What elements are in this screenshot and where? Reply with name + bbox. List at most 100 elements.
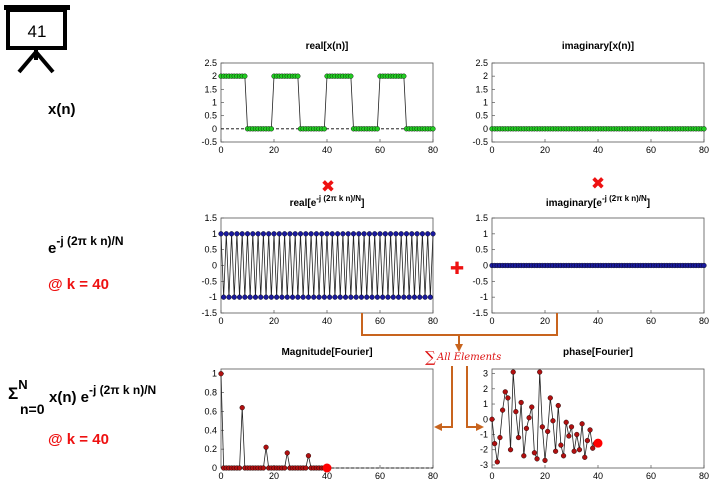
phase-data-point: [502, 389, 508, 395]
real-basis-data-point: [414, 231, 420, 237]
real-basis-ytick-label: -1.5: [201, 308, 217, 318]
phase-data-point: [515, 434, 522, 441]
real-basis-data-point: [260, 231, 267, 237]
real-basis-data-point: [242, 294, 248, 300]
phase-data-point: [489, 416, 495, 422]
real-basis-data-point: [395, 294, 402, 300]
real-basis-xtick-label: 20: [269, 316, 279, 326]
basis-label-exponent: -j (2π k n)/N: [56, 234, 124, 248]
phase-ytick-label: -3: [480, 460, 488, 470]
phase-xtick-label: 0: [489, 471, 494, 481]
real-basis-data-point: [380, 294, 386, 300]
magnitude-data-point: [303, 465, 309, 471]
real-basis-data-point: [411, 294, 418, 300]
sum-arrows: [361, 313, 558, 431]
imag-x-ytick-label: 0: [483, 124, 488, 134]
imag-x-xtick-label: 0: [489, 145, 494, 155]
real-basis-data-point: [234, 231, 240, 237]
magnitude-xtick-label: 0: [218, 471, 223, 481]
imag-x-xtick-label: 60: [646, 145, 656, 155]
imag-x-ytick-label: 1: [483, 98, 488, 108]
phase-data-point: [563, 419, 569, 425]
imag-x-xtick-label: 80: [699, 145, 709, 155]
magnitude-ytick-label: 0.6: [204, 406, 217, 416]
real-basis-data-point: [268, 294, 274, 300]
phase-plot: phase[Fourier] 0 20 40 60 80 -3 -2 -1 0 1 2 3: [480, 347, 709, 481]
imag-basis-title: imaginary[e-j (2π k n)/N]: [546, 194, 650, 209]
phase-data-point: [547, 395, 553, 401]
imag-basis-xtick-label: 20: [540, 316, 550, 326]
magnitude-ytick-label: 1: [212, 369, 217, 379]
imag-basis-xtick-label: 40: [593, 316, 603, 326]
real-basis-data-point: [218, 231, 224, 237]
real-x-xtick-label: 0: [218, 145, 223, 155]
sum-label-lower: n=0: [20, 401, 45, 417]
sum-label-upper: N: [18, 377, 28, 392]
imag-x-ytick-label: -0.5: [472, 137, 488, 147]
phase-xtick-label: 40: [593, 471, 603, 481]
magnitude-axes-frame: [220, 368, 434, 469]
phase-data-point: [587, 427, 593, 433]
phase-data-point: [534, 456, 540, 462]
magnitude-ytick-label: 0: [212, 463, 217, 473]
real-basis-data-point: [221, 294, 227, 300]
imag-basis-ytick-label: -0.5: [472, 276, 488, 286]
phase-data-point: [526, 415, 532, 421]
phase-data-point: [539, 424, 545, 430]
real-basis-data-point: [276, 231, 282, 237]
phase-data-point: [550, 418, 556, 424]
real-basis-data-point: [284, 294, 290, 300]
imag-basis-ytick-label: -1: [480, 292, 488, 302]
real-basis-ytick-label: 1.5: [204, 213, 217, 223]
magnitude-xtick-label: 20: [269, 471, 279, 481]
real-x-ytick-label: 0.5: [204, 111, 217, 121]
real-basis-data-point: [316, 294, 322, 300]
times-icon-2: ✖: [591, 174, 605, 194]
phase-ytick-label: 2: [483, 384, 488, 394]
magnitude-xtick-label: 80: [428, 471, 438, 481]
signal-label: x(n): [48, 101, 76, 118]
real-basis-data-point: [398, 231, 404, 237]
basis-label-base: e: [48, 240, 57, 257]
phase-data-point: [523, 425, 530, 432]
phase-data-point: [510, 369, 516, 375]
sum-label-exponent: -j (2π k n)/N: [89, 383, 157, 397]
real-x-ytick-label: 0: [212, 124, 217, 134]
imag-x-data-point: [701, 126, 707, 132]
real-basis-data-point: [340, 231, 346, 237]
real-x-data-point: [268, 126, 274, 132]
real-x-data-point: [321, 126, 327, 132]
real-x-plot: real[x(n)]0 20 40 60 80-0.500.511.522.5: [201, 41, 438, 155]
real-basis-data-point: [337, 294, 343, 300]
real-basis-data-point: [366, 231, 373, 237]
magnitude-data-point: [218, 371, 224, 377]
phase-ytick-label: 1: [483, 399, 488, 409]
real-basis-data-point: [287, 231, 293, 237]
real-x-title: real[x(n)]: [306, 41, 349, 52]
real-basis-data-point: [300, 294, 306, 300]
real-x-xtick-label: 20: [269, 145, 279, 155]
phase-data-point: [494, 459, 500, 465]
real-basis-data-point: [266, 231, 272, 237]
magnitude-data-point: [239, 405, 245, 411]
real-basis-data-point: [393, 231, 399, 237]
slide-easel-icon: 41: [4, 5, 70, 74]
imag-basis-plot: imaginary[e-j (2π k n)/N] 0 20 40 60 80 -1.5 -1…: [472, 194, 709, 326]
real-basis-data-point: [369, 294, 375, 300]
real-basis-data-point: [229, 231, 235, 237]
real-basis-data-point: [258, 294, 264, 300]
real-basis-data-point: [247, 294, 253, 300]
real-basis-ytick-label: -0.5: [201, 276, 217, 286]
real-x-ytick-label: 1: [212, 98, 217, 108]
real-basis-data-point: [295, 294, 301, 300]
real-basis-data-point: [353, 294, 359, 300]
right-arrow: [466, 366, 484, 431]
imag-basis-xtick-label: 60: [646, 316, 656, 326]
real-basis-data-point: [282, 231, 288, 237]
phase-data-point: [529, 404, 535, 410]
phase-data-point: [537, 369, 543, 375]
basis-label: e-j (2π k n)/N: [48, 234, 124, 257]
real-basis-data-point: [274, 294, 280, 300]
phase-data-point: [582, 454, 588, 460]
